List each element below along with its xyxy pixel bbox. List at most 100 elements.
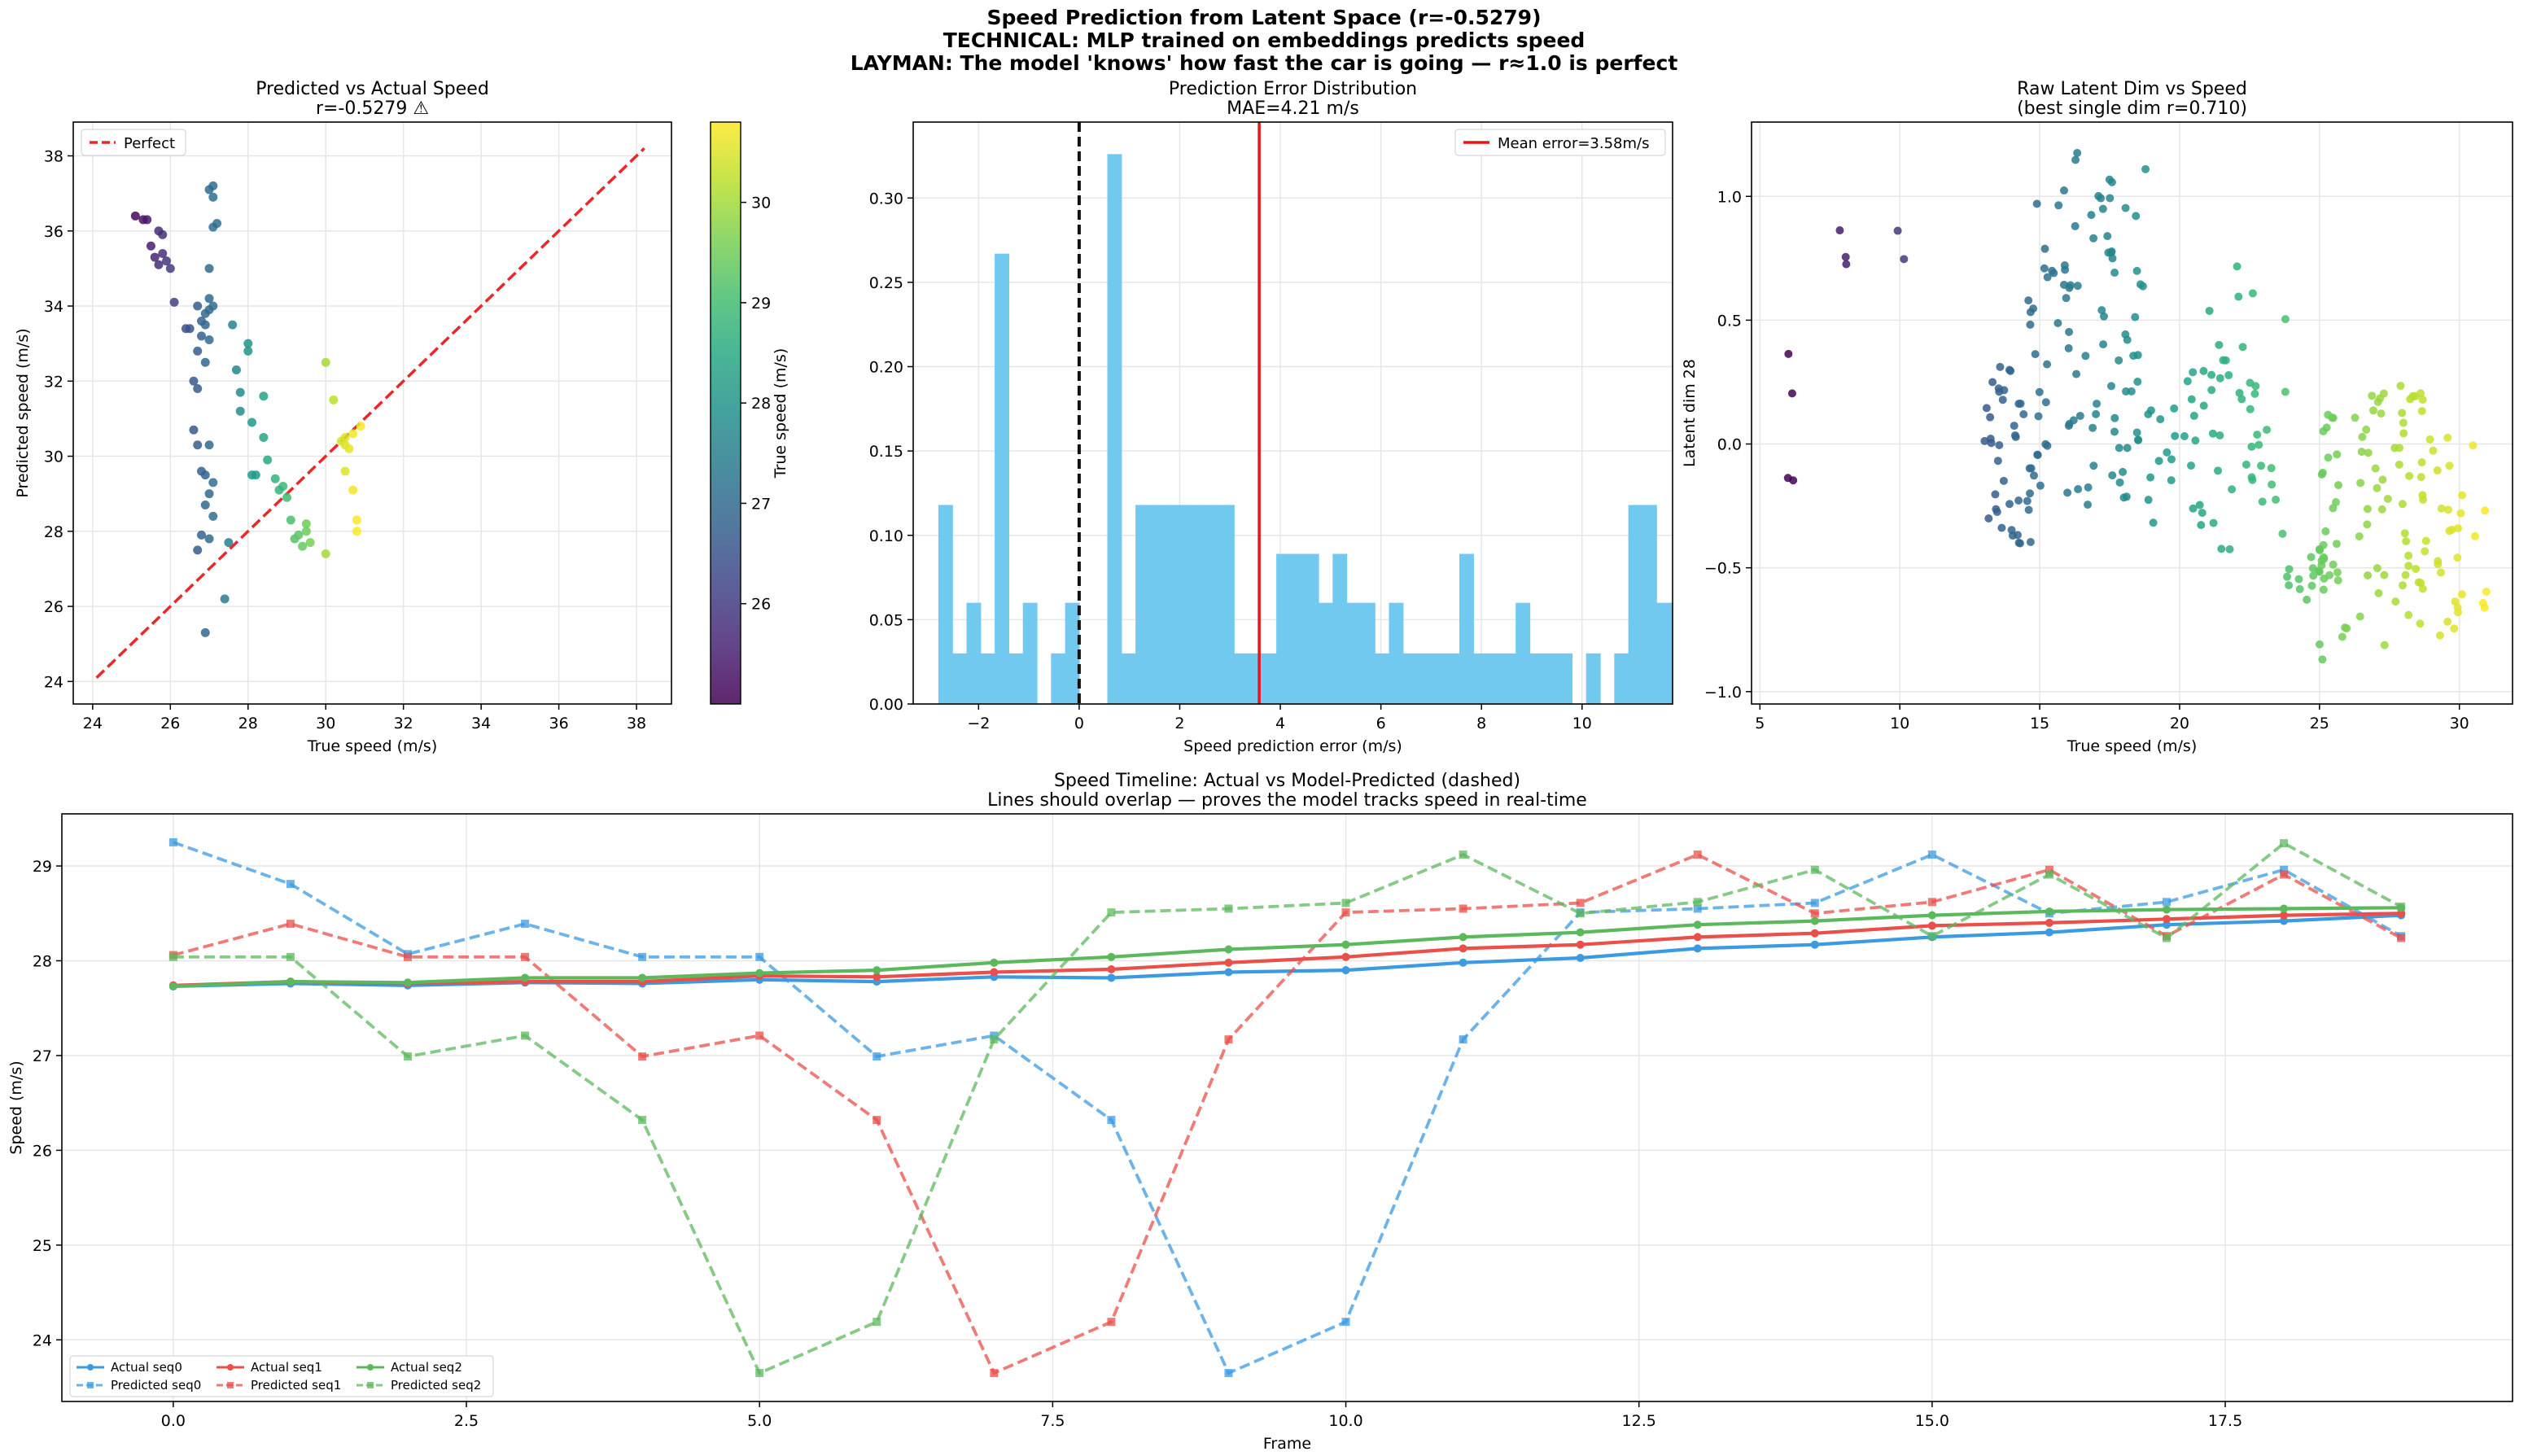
latent-point <box>2167 455 2176 464</box>
x-tick-label: 10.0 <box>1328 1412 1362 1430</box>
latent-point <box>1842 260 1851 269</box>
latent-point <box>2099 312 2108 321</box>
x-tick-label: 36 <box>549 715 568 732</box>
latent-point <box>1994 384 2003 393</box>
suptitle-line-2: TECHNICAL: MLP trained on embeddings pre… <box>943 28 1585 52</box>
histogram-bar <box>1402 653 1418 704</box>
data-point <box>204 294 214 304</box>
latent-point <box>2404 610 2413 619</box>
latent-point <box>2144 496 2153 505</box>
latent-point <box>2054 201 2063 210</box>
data-point <box>193 301 203 311</box>
x-tick-label: 17.5 <box>2208 1412 2242 1430</box>
histogram-bar <box>1642 505 1657 704</box>
latent-point <box>2417 458 2426 467</box>
latent-point <box>2253 431 2262 439</box>
latent-point <box>2396 382 2405 391</box>
latent-point <box>2369 406 2378 415</box>
histogram-bar <box>1882 654 1896 704</box>
axes-frame <box>72 121 672 705</box>
legend-box <box>69 1355 494 1397</box>
latent-point <box>1893 226 1902 235</box>
actual-marker <box>2280 916 2289 925</box>
colorbar-label: True speed (m/s) <box>772 348 789 479</box>
latent-point <box>1991 490 2000 499</box>
histogram-bar <box>1910 456 1925 704</box>
x-axis-label: Speed prediction error (m/s) <box>1183 737 1402 755</box>
latent-point <box>2093 400 2102 409</box>
latent-point <box>2355 612 2364 621</box>
histogram-bar <box>1501 653 1516 704</box>
latent-point <box>2307 553 2316 562</box>
y-tick-label: 32 <box>44 373 63 391</box>
latent-point <box>2248 475 2257 484</box>
data-point <box>321 357 330 367</box>
latent-point <box>2237 395 2246 404</box>
latent-point <box>2429 446 2438 455</box>
latent-point <box>2065 327 2074 336</box>
latent-point <box>2333 450 2342 459</box>
actual-marker <box>1693 920 1702 929</box>
x-tick-label: 26 <box>160 715 180 732</box>
axes-frame <box>61 813 2513 1402</box>
latent-point <box>2167 476 2176 485</box>
latent-point <box>2011 432 2020 441</box>
colorbar-tick-label: 30 <box>751 195 771 212</box>
latent-point <box>2221 356 2230 365</box>
histogram-bar <box>1178 505 1192 704</box>
latent-point <box>2416 473 2425 482</box>
latent-point <box>2224 371 2233 380</box>
y-axis-label: Latent dim 28 <box>1681 359 1699 467</box>
histogram-bar <box>1755 654 1769 704</box>
latent-point <box>2061 265 2070 274</box>
x-tick-label: 2.5 <box>454 1412 479 1430</box>
predicted-marker <box>286 952 295 961</box>
histogram-bar <box>952 653 968 704</box>
data-point <box>235 406 245 416</box>
latent-point <box>2209 518 2218 527</box>
latent-point <box>2285 565 2294 574</box>
actual-marker <box>1810 916 1819 925</box>
latent-point <box>2099 340 2108 349</box>
latent-point <box>2321 527 2330 536</box>
predicted-marker <box>1693 850 1702 859</box>
latent-point <box>2398 500 2407 509</box>
latent-point <box>2062 294 2071 303</box>
latent-point <box>2034 412 2043 421</box>
histogram-bar <box>966 602 982 704</box>
actual-marker <box>1107 952 1116 961</box>
legend-label: Actual seq1 <box>251 1360 322 1375</box>
data-point <box>208 181 218 190</box>
x-tick-label: 7.5 <box>1040 1412 1065 1430</box>
latent-point <box>2263 426 2272 435</box>
actual-marker <box>1224 968 1233 977</box>
data-point <box>321 549 330 558</box>
y-tick-label: 36 <box>44 223 63 241</box>
latent-point <box>2329 413 2338 422</box>
histogram-bar <box>1685 654 1699 704</box>
data-point <box>344 444 354 453</box>
predicted-marker <box>1810 865 1819 874</box>
latent-point <box>2395 444 2403 453</box>
histogram-bar <box>1389 602 1404 704</box>
histogram-bar <box>1459 553 1474 704</box>
histogram-bar <box>1375 653 1390 704</box>
latent-point <box>2041 398 2050 407</box>
latent-point <box>2108 254 2117 263</box>
latent-point <box>2318 655 2327 664</box>
latent-point <box>2355 532 2364 541</box>
data-point <box>193 346 203 356</box>
latent-point <box>2084 483 2093 492</box>
histogram-bar <box>2333 654 2347 704</box>
legend-marker <box>367 1364 374 1371</box>
data-point <box>169 297 179 307</box>
latent-point <box>2399 418 2408 427</box>
latent-point <box>2087 211 2096 220</box>
latent-point <box>2434 560 2443 569</box>
histogram-bar <box>1896 654 1910 704</box>
actual-marker <box>873 966 881 975</box>
latent-point <box>2013 531 2022 540</box>
histogram-bar <box>2290 654 2305 704</box>
latent-point <box>2105 175 2114 184</box>
y-tick-label: 27 <box>33 1047 52 1065</box>
